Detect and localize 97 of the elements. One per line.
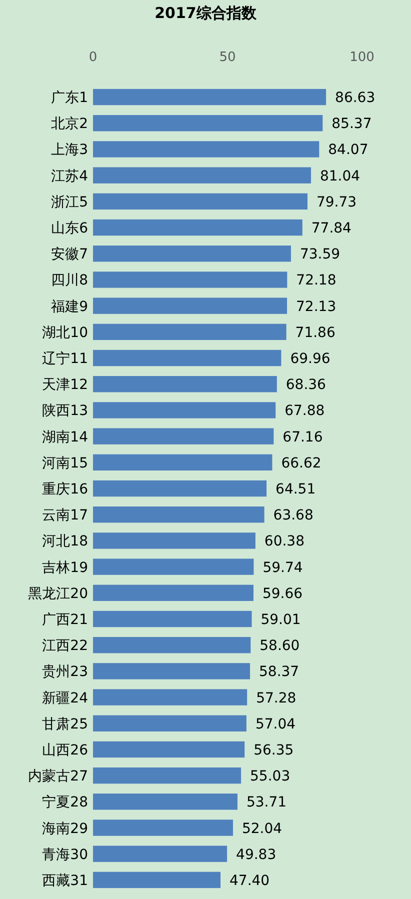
y-tick-label: 天津12: [42, 377, 88, 394]
bar: [93, 480, 267, 497]
data-label: 47.40: [230, 872, 270, 889]
y-tick-label: 福建9: [51, 298, 88, 315]
bar: [93, 272, 288, 288]
data-label: 56.35: [254, 742, 294, 758]
data-label: 72.18: [296, 272, 336, 289]
y-tick-label: 北京2: [51, 116, 88, 132]
bar: [93, 584, 254, 601]
bar: [93, 846, 228, 862]
bar: [93, 298, 288, 314]
data-label: 85.37: [332, 116, 372, 132]
y-tick-label: 陕西13: [42, 403, 88, 420]
y-tick-label: 广西21: [42, 612, 88, 628]
bar: [93, 246, 291, 262]
data-label: 79.73: [316, 194, 357, 210]
y-tick-label: 宁夏28: [42, 794, 88, 811]
bar: [93, 872, 221, 888]
bar: [93, 610, 252, 628]
y-tick-label: 青海30: [42, 846, 88, 863]
data-label: 52.04: [242, 820, 282, 837]
data-label: 55.03: [250, 768, 290, 785]
bar: [93, 167, 311, 184]
data-label: 68.36: [286, 377, 326, 394]
y-tick-label: 吉林19: [42, 560, 88, 576]
y-tick-label: 四川8: [51, 272, 88, 289]
x-tick-label: 50: [219, 50, 236, 65]
y-tick-label: 云南17: [42, 508, 88, 524]
y-tick-label: 黑龙江20: [28, 586, 88, 602]
y-tick-label: 内蒙古27: [28, 768, 88, 785]
bar: [93, 141, 320, 158]
y-tick-label: 江西22: [42, 638, 88, 654]
data-label: 53.71: [246, 794, 287, 811]
data-label: 57.28: [256, 690, 296, 706]
bar: [93, 715, 246, 732]
y-tick-label: 江苏4: [51, 168, 88, 184]
bar: [93, 741, 245, 758]
y-tick-label: 重庆16: [42, 482, 88, 498]
data-label: 58.60: [260, 638, 300, 654]
y-tick-label: 山东6: [51, 220, 88, 237]
bar: [93, 794, 238, 810]
bar: [93, 193, 308, 210]
chart-title: 2017综合指数: [154, 4, 258, 22]
y-tick-label: 新疆24: [42, 690, 88, 706]
data-label: 58.37: [259, 664, 300, 680]
data-label: 59.01: [260, 612, 301, 628]
data-label: 64.51: [276, 482, 316, 498]
data-label: 86.63: [335, 90, 376, 106]
bar: [93, 663, 250, 680]
y-tick-label: 河南15: [42, 455, 88, 472]
data-label: 67.88: [284, 403, 325, 420]
bar: [93, 532, 256, 549]
data-label: 49.83: [236, 846, 276, 863]
data-label: 59.74: [262, 560, 303, 576]
x-tick-label: 100: [350, 50, 374, 65]
y-tick-label: 湖北10: [42, 324, 88, 341]
bar: [93, 219, 302, 236]
bar: [93, 636, 251, 654]
bar: [93, 454, 272, 470]
data-label: 77.84: [311, 220, 352, 237]
y-tick-label: 安徽7: [51, 246, 88, 263]
bar: [93, 402, 276, 418]
x-tick-label: 0: [88, 50, 98, 65]
bar: [93, 558, 254, 575]
bar: [93, 376, 277, 392]
data-label: 84.07: [328, 142, 368, 158]
bar: [93, 767, 242, 784]
y-tick-label: 上海3: [51, 142, 88, 158]
y-tick-label: 西藏31: [42, 872, 88, 889]
data-label: 71.86: [295, 324, 336, 341]
y-tick-label: 河北18: [42, 534, 88, 550]
data-label: 59.66: [262, 586, 303, 602]
data-label: 81.04: [320, 168, 360, 184]
y-tick-label: 贵州23: [42, 664, 88, 680]
bar: [93, 88, 326, 106]
y-tick-label: 海南29: [42, 820, 88, 837]
bar: [93, 506, 264, 523]
y-tick-label: 广东1: [51, 90, 88, 106]
data-label: 63.68: [273, 508, 314, 524]
bar: [93, 428, 274, 444]
data-label: 60.38: [264, 534, 305, 550]
bar: [93, 689, 248, 706]
y-tick-label: 山西26: [42, 742, 88, 758]
y-tick-label: 浙江5: [51, 194, 88, 210]
data-label: 72.13: [296, 298, 336, 315]
bar: [93, 350, 282, 366]
y-tick-label: 甘肃25: [42, 716, 88, 732]
data-label: 69.96: [290, 351, 330, 368]
y-tick-label: 辽宁11: [42, 351, 88, 368]
data-label: 67.16: [282, 429, 323, 446]
bar: [93, 324, 286, 340]
bar: [93, 820, 233, 836]
data-label: 57.04: [255, 716, 296, 732]
data-label: 66.62: [281, 455, 322, 472]
bar: [93, 115, 323, 132]
data-label: 73.59: [300, 246, 340, 263]
y-tick-label: 湖南14: [42, 429, 88, 446]
